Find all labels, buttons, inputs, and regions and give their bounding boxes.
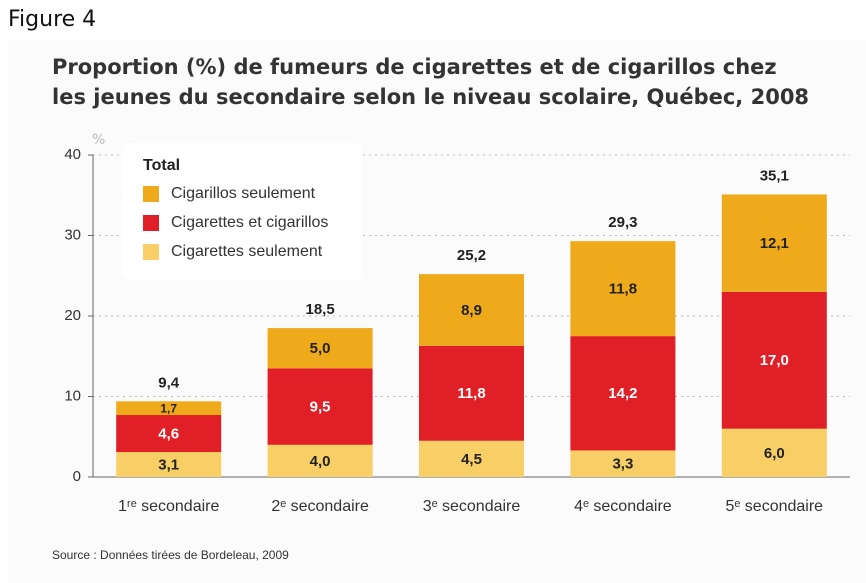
value-label: 12,1 bbox=[760, 235, 789, 252]
chart-title: les jeunes du secondaire selon le niveau… bbox=[52, 85, 809, 109]
total-label: 29,3 bbox=[608, 214, 637, 231]
value-label: 11,8 bbox=[457, 385, 485, 402]
legend-label: Cigarettes et cigarillos bbox=[171, 214, 328, 231]
y-tick-label: 40 bbox=[64, 146, 81, 163]
x-tick-label: 3ᵉ secondaire bbox=[423, 498, 521, 515]
x-tick-label: 2ᵉ secondaire bbox=[271, 498, 369, 515]
bar-segment bbox=[116, 452, 222, 477]
value-label: 1,7 bbox=[160, 401, 177, 415]
bar-segment bbox=[267, 444, 373, 477]
bar-segment bbox=[721, 291, 827, 429]
bar-segment bbox=[116, 401, 222, 416]
legend-title: Total bbox=[143, 157, 180, 174]
y-tick-label: 10 bbox=[64, 387, 81, 404]
chart-title: Proportion (%) de fumeurs de cigarettes … bbox=[52, 55, 777, 79]
legend-swatch bbox=[143, 186, 159, 202]
total-label: 9,4 bbox=[158, 374, 180, 391]
bar-segment bbox=[267, 368, 373, 445]
y-tick-label: 30 bbox=[64, 226, 81, 243]
legend-swatch bbox=[143, 215, 159, 231]
value-label: 8,9 bbox=[461, 302, 482, 319]
legend-label: Cigarillos seulement bbox=[171, 185, 316, 202]
value-label: 6,0 bbox=[764, 445, 785, 462]
value-label: 3,1 bbox=[158, 456, 179, 473]
bar-segment bbox=[570, 241, 676, 337]
bar-segment bbox=[267, 328, 373, 369]
value-label: 4,6 bbox=[158, 425, 179, 442]
legend-label: Cigarettes seulement bbox=[171, 243, 323, 260]
bar-segment bbox=[419, 440, 524, 477]
x-tick-label: 4ᵉ secondaire bbox=[574, 498, 672, 515]
value-label: 17,0 bbox=[760, 352, 789, 369]
bar-segment bbox=[419, 274, 524, 346]
x-tick-label: 5ᵉ secondaire bbox=[726, 498, 824, 515]
y-tick-label: 20 bbox=[64, 307, 81, 324]
bar-segment bbox=[721, 428, 827, 477]
bar-segment bbox=[570, 336, 676, 451]
bar-segment bbox=[419, 345, 524, 441]
value-label: 11,8 bbox=[609, 281, 637, 298]
y-axis-label: % bbox=[92, 132, 105, 148]
total-label: 18,5 bbox=[305, 301, 334, 318]
value-label: 4,5 bbox=[461, 451, 482, 468]
figure-label: Figure 4 bbox=[8, 7, 96, 32]
value-label: 9,5 bbox=[310, 399, 331, 416]
legend-box bbox=[122, 143, 362, 280]
value-label: 5,0 bbox=[310, 340, 331, 357]
value-label: 14,2 bbox=[608, 385, 637, 402]
legend-swatch bbox=[143, 244, 159, 260]
total-label: 35,1 bbox=[760, 167, 789, 184]
value-label: 3,3 bbox=[612, 456, 633, 473]
y-tick-label: 0 bbox=[73, 468, 81, 485]
bar-segment bbox=[570, 450, 676, 477]
value-label: 4,0 bbox=[310, 453, 331, 470]
x-tick-label: 1ʳᵉ secondaire bbox=[118, 498, 220, 515]
bar-segment bbox=[721, 194, 827, 292]
source: Source : Données tirées de Bordeleau, 20… bbox=[52, 548, 289, 562]
total-label: 25,2 bbox=[457, 247, 486, 264]
bar-segment bbox=[116, 415, 222, 453]
